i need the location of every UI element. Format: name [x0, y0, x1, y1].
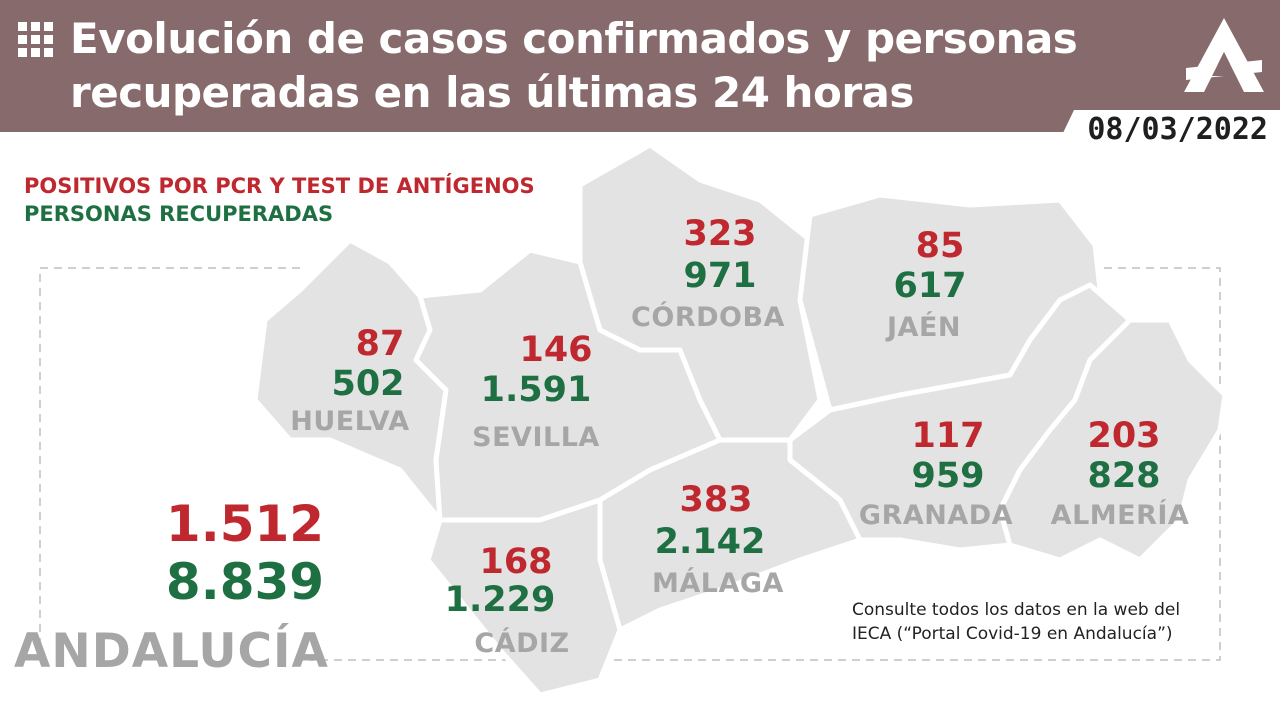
grid-icon	[18, 22, 53, 57]
almeria-positives: 203	[1087, 416, 1161, 456]
total-recovered: 8.839	[165, 553, 325, 611]
sevilla-positives: 146	[519, 330, 593, 370]
andalucia-label: ANDALUCÍA	[14, 624, 329, 679]
cadiz-recovered: 1.229	[444, 580, 556, 620]
cadiz-label: CÁDIZ	[474, 628, 570, 659]
date-tab	[1052, 110, 1280, 156]
dashed-frame	[39, 267, 1221, 661]
report-date: 08/03/2022	[1087, 112, 1268, 147]
malaga-label: MÁLAGA	[652, 568, 784, 599]
sevilla-label: SEVILLA	[472, 422, 600, 453]
huelva-recovered: 502	[331, 364, 405, 404]
malaga-positives: 383	[679, 480, 753, 520]
cordoba-recovered: 971	[683, 256, 757, 296]
page-title: Evolución de casos confirmados y persona…	[70, 14, 1078, 117]
cordoba-label: CÓRDOBA	[631, 302, 785, 333]
jaen-recovered: 617	[893, 266, 967, 306]
legend-positives: POSITIVOS POR PCR Y TEST DE ANTÍGENOS	[24, 174, 535, 198]
junta-andalucia-logo	[1184, 18, 1264, 92]
total-positives: 1.512	[165, 495, 325, 553]
jaen-positives: 85	[915, 226, 965, 266]
sevilla-recovered: 1.591	[480, 370, 592, 410]
huelva-positives: 87	[355, 324, 405, 364]
malaga-recovered: 2.142	[654, 522, 766, 562]
granada-positives: 117	[911, 416, 985, 456]
almeria-recovered: 828	[1087, 456, 1161, 496]
granada-recovered: 959	[911, 456, 985, 496]
cordoba-positives: 323	[683, 214, 757, 254]
almeria-label: ALMERÍA	[1050, 500, 1190, 531]
province-cadiz-shape	[425, 497, 623, 698]
jaen-label: JAÉN	[887, 312, 961, 343]
cadiz-positives: 168	[479, 542, 553, 582]
province-almeria-shape	[997, 282, 1228, 563]
header-band: Evolución de casos confirmados y persona…	[0, 0, 1280, 132]
source-note: Consulte todos los datos en la web del I…	[852, 600, 1181, 644]
legend-recovered: PERSONAS RECUPERADAS	[24, 202, 334, 226]
huelva-label: HUELVA	[290, 406, 410, 437]
granada-label: GRANADA	[858, 500, 1014, 531]
